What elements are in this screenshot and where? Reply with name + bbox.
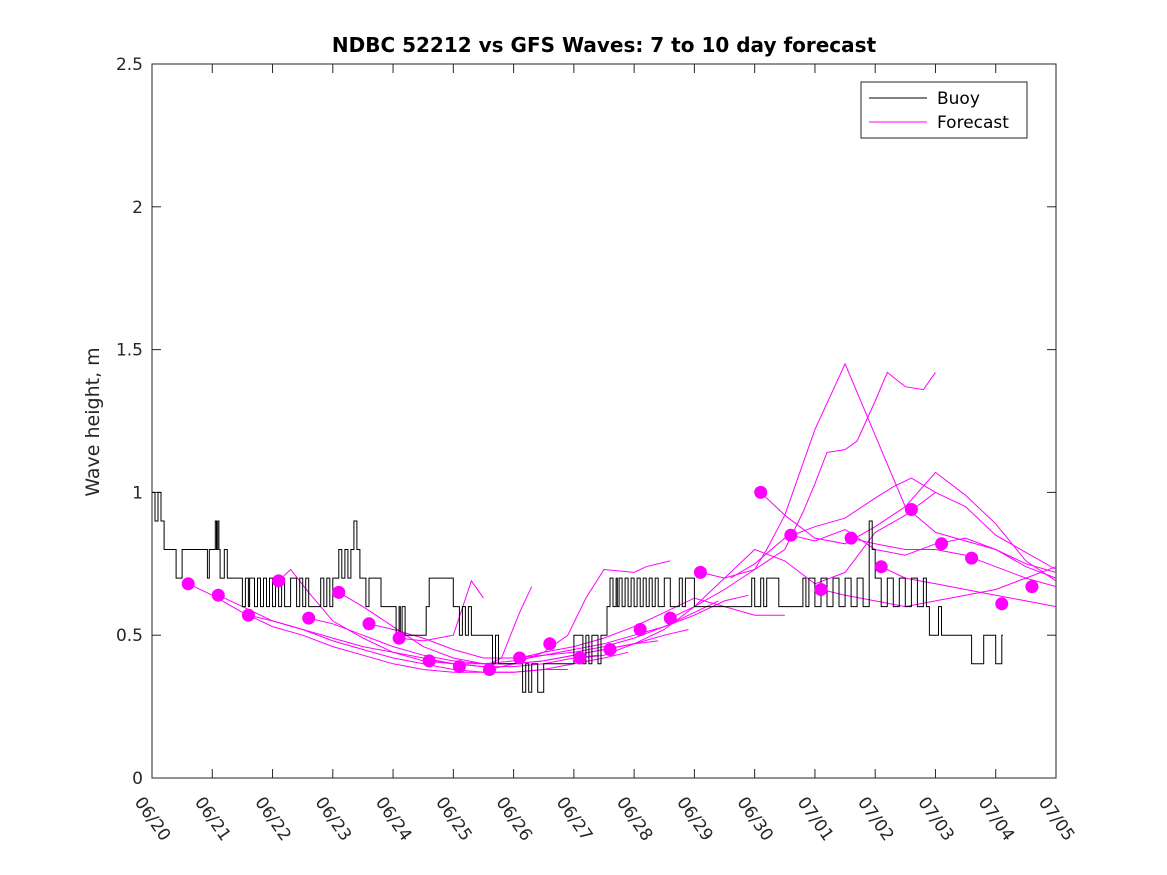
buoy-line: [152, 491, 1003, 693]
axes-box: [151, 63, 1057, 779]
forecast-start-marker: [392, 631, 406, 645]
forecast-start-marker: [814, 583, 828, 596]
forecast-start-marker: [483, 663, 496, 676]
forecast-start-marker: [181, 577, 195, 591]
legend-forecast-label: Forecast: [937, 113, 1009, 133]
y-tick-label: 1.5: [116, 341, 143, 361]
forecast-start-marker: [603, 643, 617, 656]
forecast-run-line: [579, 492, 936, 659]
forecast-start-marker: [874, 560, 888, 574]
y-axis-label: Wave height, m: [82, 347, 104, 496]
forecast-run-line: [248, 614, 629, 673]
forecast-run-line: [399, 579, 484, 642]
forecast-start-marker: [904, 503, 918, 516]
forecast-start-marker: [452, 660, 466, 674]
forecast-start-marker: [1025, 580, 1039, 594]
forecast-run-line: [519, 597, 785, 659]
y-tick-label: 0.5: [116, 626, 143, 646]
forecast-start-marker: [422, 654, 436, 668]
forecast-start-marker: [272, 574, 286, 588]
forecast-start-marker: [935, 537, 948, 551]
forecast-run-line: [730, 477, 1057, 579]
forecast-start-marker: [302, 611, 316, 625]
forecast-start-marker: [362, 617, 376, 631]
forecast-start-marker: [844, 531, 858, 545]
forecast-run-line: [760, 471, 1057, 582]
forecast-start-marker: [241, 608, 255, 622]
forecast-start-marker: [693, 565, 707, 579]
forecast-start-marker: [995, 597, 1009, 611]
forecast-start-marker: [573, 651, 587, 665]
forecast-start-marker: [784, 528, 798, 542]
legend: Buoy Forecast: [860, 81, 1028, 139]
forecast-start-marker: [965, 551, 979, 565]
forecast-start-marker: [633, 623, 647, 636]
forecast-start-marker: [211, 588, 225, 602]
legend-box: [860, 81, 1028, 139]
forecast-run-line: [850, 537, 1057, 588]
legend-buoy-label: Buoy: [937, 89, 980, 109]
y-tick-label: 2: [132, 198, 143, 218]
forecast-run-line: [670, 371, 936, 619]
y-tick-label: 0: [132, 769, 143, 789]
chart-title: NDBC 52212 vs GFS Waves: 7 to 10 day for…: [332, 33, 877, 57]
forecast-start-marker: [513, 651, 527, 665]
forecast-start-marker: [332, 585, 346, 599]
forecast-start-marker: [543, 637, 557, 651]
forecast-run-line: [820, 566, 1057, 608]
y-tick-label: 1: [132, 483, 143, 503]
y-tick-label: 2.5: [116, 55, 143, 75]
forecast-start-marker: [754, 485, 768, 499]
forecast-start-marker: [663, 611, 677, 625]
